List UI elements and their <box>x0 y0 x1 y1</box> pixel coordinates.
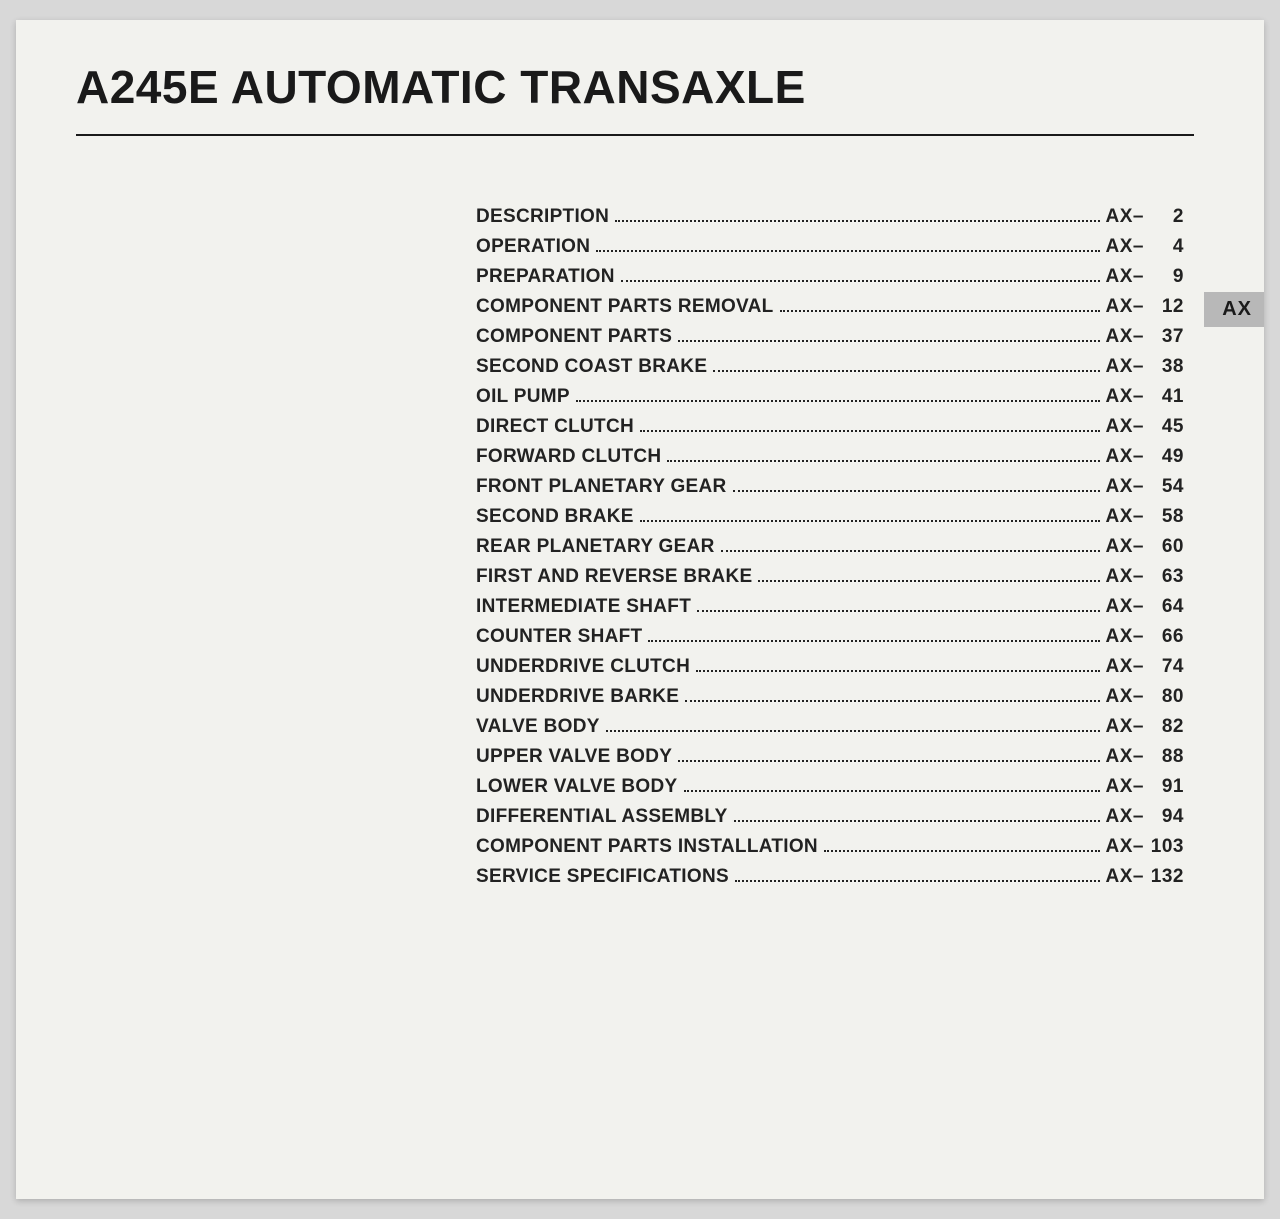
toc-entry-label: FORWARD CLUTCH <box>476 446 661 468</box>
toc-entry: UNDERDRIVE CLUTCH AX–74 <box>476 656 1184 678</box>
toc-entry: OIL PUMP AX–41 <box>476 386 1184 408</box>
toc-dot-leader <box>758 580 1099 582</box>
toc-entry-label: OPERATION <box>476 236 590 258</box>
toc-entry-page: AX–60 <box>1106 536 1184 558</box>
toc-dot-leader <box>721 550 1100 552</box>
toc-dot-leader <box>824 850 1100 852</box>
toc-dot-leader <box>615 220 1099 222</box>
toc-dot-leader <box>678 760 1099 762</box>
toc-entry-page: AX–63 <box>1106 566 1184 588</box>
toc-entry-page: AX–12 <box>1106 296 1184 318</box>
toc-entry-label: LOWER VALVE BODY <box>476 776 678 798</box>
toc-entry-page: AX–94 <box>1106 806 1184 828</box>
toc-dot-leader <box>713 370 1099 372</box>
toc-dot-leader <box>667 460 1099 462</box>
toc-entry: SECOND BRAKE AX–58 <box>476 506 1184 528</box>
toc-entry: UPPER VALVE BODY AX–88 <box>476 746 1184 768</box>
toc-dot-leader <box>678 340 1099 342</box>
toc-entry: PREPARATION AX–9 <box>476 266 1184 288</box>
toc-entry: FORWARD CLUTCH AX–49 <box>476 446 1184 468</box>
toc-entry-page: AX–45 <box>1106 416 1184 438</box>
toc-entry: DIFFERENTIAL ASSEMBLY AX–94 <box>476 806 1184 828</box>
toc-entry: LOWER VALVE BODY AX–91 <box>476 776 1184 798</box>
toc-dot-leader <box>685 700 1099 702</box>
toc-entry: COMPONENT PARTS INSTALLATION AX–103 <box>476 836 1184 858</box>
toc-entry-label: INTERMEDIATE SHAFT <box>476 596 691 618</box>
toc-entry: FRONT PLANETARY GEAR AX–54 <box>476 476 1184 498</box>
section-tab: AX <box>1204 292 1264 327</box>
toc-entry-page: AX–103 <box>1106 836 1184 858</box>
toc-entry-label: UPPER VALVE BODY <box>476 746 672 768</box>
toc-dot-leader <box>606 730 1100 732</box>
toc-entry-page: AX–82 <box>1106 716 1184 738</box>
toc-entry-page: AX–38 <box>1106 356 1184 378</box>
toc-dot-leader <box>697 610 1099 612</box>
toc-entry-label: SERVICE SPECIFICATIONS <box>476 866 729 888</box>
toc-entry: INTERMEDIATE SHAFT AX–64 <box>476 596 1184 618</box>
toc-dot-leader <box>596 250 1099 252</box>
toc-entry-page: AX–2 <box>1106 206 1184 228</box>
table-of-contents: DESCRIPTION AX–2 OPERATION AX–4 PREPARATION A… <box>476 206 1184 888</box>
toc-dot-leader <box>684 790 1100 792</box>
toc-dot-leader <box>780 310 1100 312</box>
toc-entry-page: AX–9 <box>1106 266 1184 288</box>
toc-dot-leader <box>576 400 1100 402</box>
toc-entry: DESCRIPTION AX–2 <box>476 206 1184 228</box>
toc-entry-page: AX–80 <box>1106 686 1184 708</box>
toc-entry-label: DESCRIPTION <box>476 206 609 228</box>
toc-entry-label: OIL PUMP <box>476 386 570 408</box>
toc-entry-label: UNDERDRIVE CLUTCH <box>476 656 690 678</box>
toc-dot-leader <box>621 280 1100 282</box>
toc-entry-label: DIRECT CLUTCH <box>476 416 634 438</box>
toc-entry: DIRECT CLUTCH AX–45 <box>476 416 1184 438</box>
toc-entry-page: AX–41 <box>1106 386 1184 408</box>
toc-entry-page: AX–74 <box>1106 656 1184 678</box>
toc-entry-page: AX–91 <box>1106 776 1184 798</box>
toc-entry-page: AX–66 <box>1106 626 1184 648</box>
toc-entry-label: FRONT PLANETARY GEAR <box>476 476 727 498</box>
title-rule <box>76 134 1194 136</box>
toc-entry-label: UNDERDRIVE BARKE <box>476 686 679 708</box>
toc-entry-page: AX–49 <box>1106 446 1184 468</box>
toc-dot-leader <box>696 670 1099 672</box>
toc-entry-label: COMPONENT PARTS REMOVAL <box>476 296 774 318</box>
toc-entry: COMPONENT PARTS REMOVAL AX–12 <box>476 296 1184 318</box>
toc-dot-leader <box>640 520 1100 522</box>
toc-dot-leader <box>734 820 1100 822</box>
toc-entry: VALVE BODY AX–82 <box>476 716 1184 738</box>
toc-dot-leader <box>640 430 1100 432</box>
toc-entry: COUNTER SHAFT AX–66 <box>476 626 1184 648</box>
toc-entry: OPERATION AX–4 <box>476 236 1184 258</box>
toc-entry-page: AX–4 <box>1106 236 1184 258</box>
toc-entry-page: AX–132 <box>1106 866 1184 888</box>
toc-entry-label: COMPONENT PARTS <box>476 326 672 348</box>
toc-entry-label: REAR PLANETARY GEAR <box>476 536 715 558</box>
toc-entry-label: DIFFERENTIAL ASSEMBLY <box>476 806 728 828</box>
toc-entry-label: SECOND BRAKE <box>476 506 634 528</box>
page-title: A245E AUTOMATIC TRANSAXLE <box>76 60 1194 114</box>
toc-dot-leader <box>733 490 1100 492</box>
toc-entry-page: AX–37 <box>1106 326 1184 348</box>
toc-entry-page: AX–64 <box>1106 596 1184 618</box>
toc-entry: FIRST AND REVERSE BRAKE AX–63 <box>476 566 1184 588</box>
toc-entry: SERVICE SPECIFICATIONS AX–132 <box>476 866 1184 888</box>
toc-entry-label: PREPARATION <box>476 266 615 288</box>
toc-entry-label: SECOND COAST BRAKE <box>476 356 707 378</box>
toc-dot-leader <box>735 880 1100 882</box>
toc-entry: COMPONENT PARTS AX–37 <box>476 326 1184 348</box>
toc-entry: UNDERDRIVE BARKE AX–80 <box>476 686 1184 708</box>
toc-entry-page: AX–88 <box>1106 746 1184 768</box>
toc-entry-label: COUNTER SHAFT <box>476 626 642 648</box>
toc-entry-label: COMPONENT PARTS INSTALLATION <box>476 836 818 858</box>
toc-entry-label: VALVE BODY <box>476 716 600 738</box>
toc-entry-page: AX–58 <box>1106 506 1184 528</box>
manual-page: A245E AUTOMATIC TRANSAXLE DESCRIPTION AX–… <box>16 20 1264 1199</box>
toc-entry-page: AX–54 <box>1106 476 1184 498</box>
toc-entry: REAR PLANETARY GEAR AX–60 <box>476 536 1184 558</box>
toc-entry: SECOND COAST BRAKE AX–38 <box>476 356 1184 378</box>
toc-entry-label: FIRST AND REVERSE BRAKE <box>476 566 752 588</box>
toc-dot-leader <box>648 640 1099 642</box>
